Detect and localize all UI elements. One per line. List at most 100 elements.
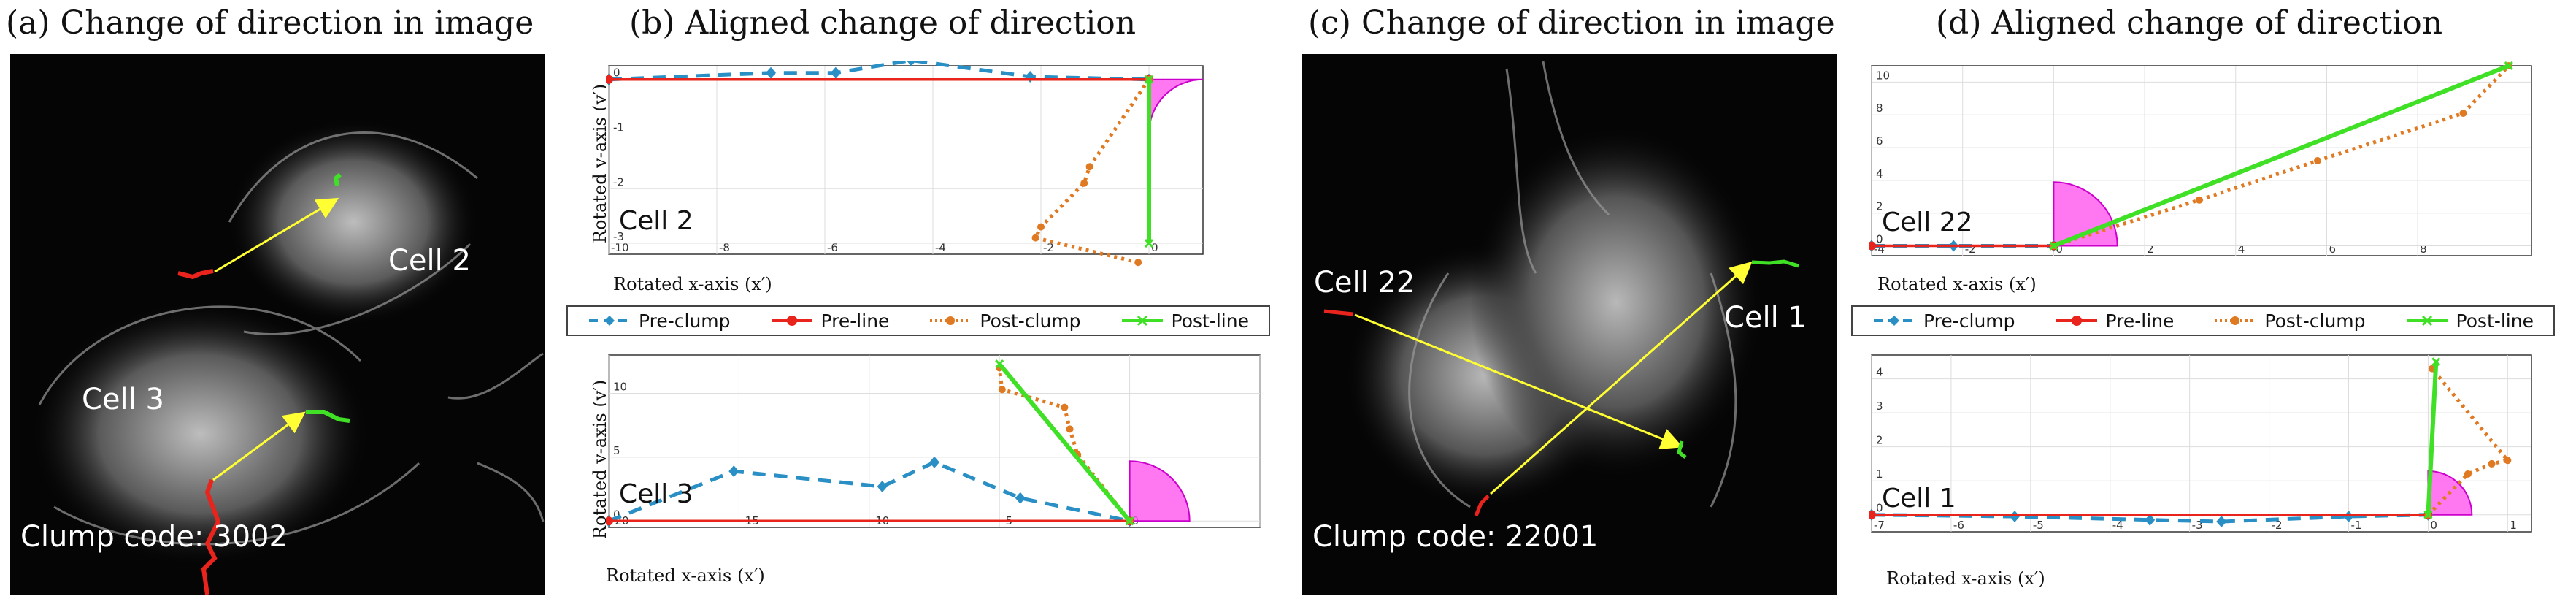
cell-3-body (32, 302, 368, 565)
b-top-ytick: -3 (613, 230, 624, 243)
panel-a-title: (a) Change of direction in image (6, 4, 534, 42)
d-top-frame (1871, 65, 2532, 256)
microscopy-image-c: Cell 22 Cell 1 Clump code: 22001 (1302, 54, 1837, 595)
b-top-post-clump-point (1080, 179, 1088, 187)
panel-c-title: (c) Change of direction in image (1308, 4, 1835, 42)
d-bottom-post-line-line (2426, 362, 2439, 515)
legend-pre-line: Pre-line (770, 310, 889, 332)
b-top-post-clump-line (1032, 78, 1151, 264)
d-bottom-post-clump-point (2464, 470, 2472, 478)
d-top-xtick: 2 (2147, 243, 2154, 256)
b-bottom-xlabel: Rotated x-axis (x′) (606, 565, 765, 586)
d-top-ytick: 4 (1876, 167, 1883, 180)
d-bottom-pre-line-point (1867, 510, 1876, 519)
b-top-post-line-point (1144, 238, 1154, 248)
d-top-xlabel: Rotated x-axis (x′) (1877, 274, 2037, 294)
b-bottom-ytick: 10 (613, 380, 627, 393)
b-top-post-line-point (1144, 75, 1154, 84)
d-bottom-xtick: 1 (2510, 519, 2517, 532)
d-bottom-pre-clump-point (2145, 514, 2156, 526)
b-top-ytick: 0 (613, 66, 620, 80)
b-top-xtick: -6 (827, 241, 838, 254)
cell-2-pre-track (177, 269, 214, 280)
b-top-xtick: -8 (719, 241, 730, 254)
clump-code-c: Clump code: 22001 (1312, 520, 1599, 554)
cell-3-pre-track (201, 479, 221, 595)
clump-code-a: Clump code: 3002 (20, 520, 288, 554)
d-bottom-xtick: -1 (2350, 519, 2361, 532)
b-bottom-xtick: 5 (1262, 514, 1263, 527)
d-top-angle-sector (2053, 181, 2118, 247)
d-top-post-clump-point (2459, 110, 2467, 117)
d-bottom-xtick: 0 (2430, 519, 2437, 532)
cell-3-post-track (306, 410, 350, 423)
b-top-pre-line-point (604, 75, 613, 84)
d-bottom-post-clump-point (2504, 457, 2512, 465)
b-top-pre-clump-point (766, 66, 776, 79)
panel-d-title: (d) Aligned change of direction (1936, 4, 2443, 42)
d-bottom-post-clump-point (2488, 459, 2496, 468)
d-bottom-pre-clump-line (1871, 513, 2429, 524)
cell-1-body (1470, 127, 1762, 478)
d-top-ytick: 0 (1876, 233, 1883, 246)
b-top-xtick: -2 (1043, 241, 1054, 254)
microscopy-image-c-drawing (1323, 61, 1799, 516)
b-bottom-post-clump-point (1061, 403, 1069, 411)
d-top-xtick: 4 (2238, 243, 2245, 256)
b-bottom-post-line-line (997, 362, 1131, 523)
b-top-post-clump-point (1085, 163, 1093, 171)
legend-pre-clump: Pre-clump (588, 310, 731, 332)
cell-22-post-track (1677, 440, 1687, 459)
cell-3-arrow (212, 411, 306, 481)
b-bottom-cell-label: Cell 3 (619, 479, 693, 509)
b-top-ytick: -1 (613, 121, 624, 134)
b-top-pre-clump-point (830, 66, 841, 79)
b-top-post-clump-point (1037, 223, 1045, 231)
legend-b: Pre-clump Pre-line Post-clump Post-line (566, 305, 1270, 336)
b-bottom-post-line-point (1125, 516, 1134, 526)
d-bottom-post-line-point (2423, 510, 2433, 519)
b-top-cell-label: Cell 2 (619, 206, 693, 236)
d-bottom-xtick: -2 (2272, 519, 2283, 532)
b-top-xtick: -10 (611, 241, 629, 254)
legend-post-clump: Post-clump (928, 310, 1081, 332)
chart-d-top: -4 -2 0 2 4 6 8 0 2 4 6 8 10 Cell 22 (1866, 61, 2534, 272)
b-bottom-ytick: 0 (613, 508, 620, 521)
cell-1-post-track (1751, 259, 1799, 268)
b-top-frame (608, 65, 1204, 255)
legend-post-clump: Post-clump (2213, 310, 2366, 332)
legend-d: Pre-clump Pre-line Post-clump Post-line (1851, 305, 2555, 336)
d-bottom-xtick: -4 (2112, 519, 2123, 532)
b-bottom-angle-sector (1129, 460, 1191, 522)
d-top-post-clump-point (2313, 157, 2321, 164)
cell-2-body (229, 120, 477, 324)
b-bottom-pre-clump-line (608, 460, 1131, 523)
d-bottom-pre-clump-point (2216, 516, 2227, 528)
d-top-post-line-point (2049, 241, 2058, 251)
cell-1-arrow (1490, 262, 1753, 495)
d-bottom-frame (1871, 354, 2532, 533)
cell-22-label: Cell 22 (1314, 266, 1415, 300)
b-top-xtick: 0 (1151, 241, 1158, 254)
d-top-xtick: 6 (2329, 243, 2336, 256)
d-top-ytick: 6 (1876, 134, 1883, 148)
b-top-post-clump-point (1134, 259, 1142, 267)
b-top-post-clump-point (1031, 234, 1039, 242)
d-bottom-xlabel: Rotated x-axis (x′) (1886, 568, 2045, 589)
d-bottom-ytick: 0 (1876, 502, 1883, 515)
d-top-xtick: 0 (2056, 243, 2063, 256)
b-bottom-post-line-point (995, 359, 1004, 369)
cell-1-label: Cell 1 (1724, 301, 1807, 335)
chart-b-bottom-svg: -20-15-10-5050510Cell 3 (604, 354, 1269, 528)
b-bottom-post-clump-point (998, 386, 1006, 394)
d-top-ytick: 10 (1876, 69, 1890, 82)
d-bottom-xtick: -5 (2033, 519, 2044, 532)
cell-3-label: Cell 3 (82, 383, 164, 416)
d-top-post-line-line (2053, 64, 2510, 248)
chart-d-bottom: -7 -6 -5 -4 -3 -2 -1 0 1 0 1 2 3 4 Cell 1 (1866, 351, 2534, 548)
d-bottom-ytick: 3 (1876, 400, 1883, 413)
d-top-post-clump-point (2195, 196, 2203, 204)
